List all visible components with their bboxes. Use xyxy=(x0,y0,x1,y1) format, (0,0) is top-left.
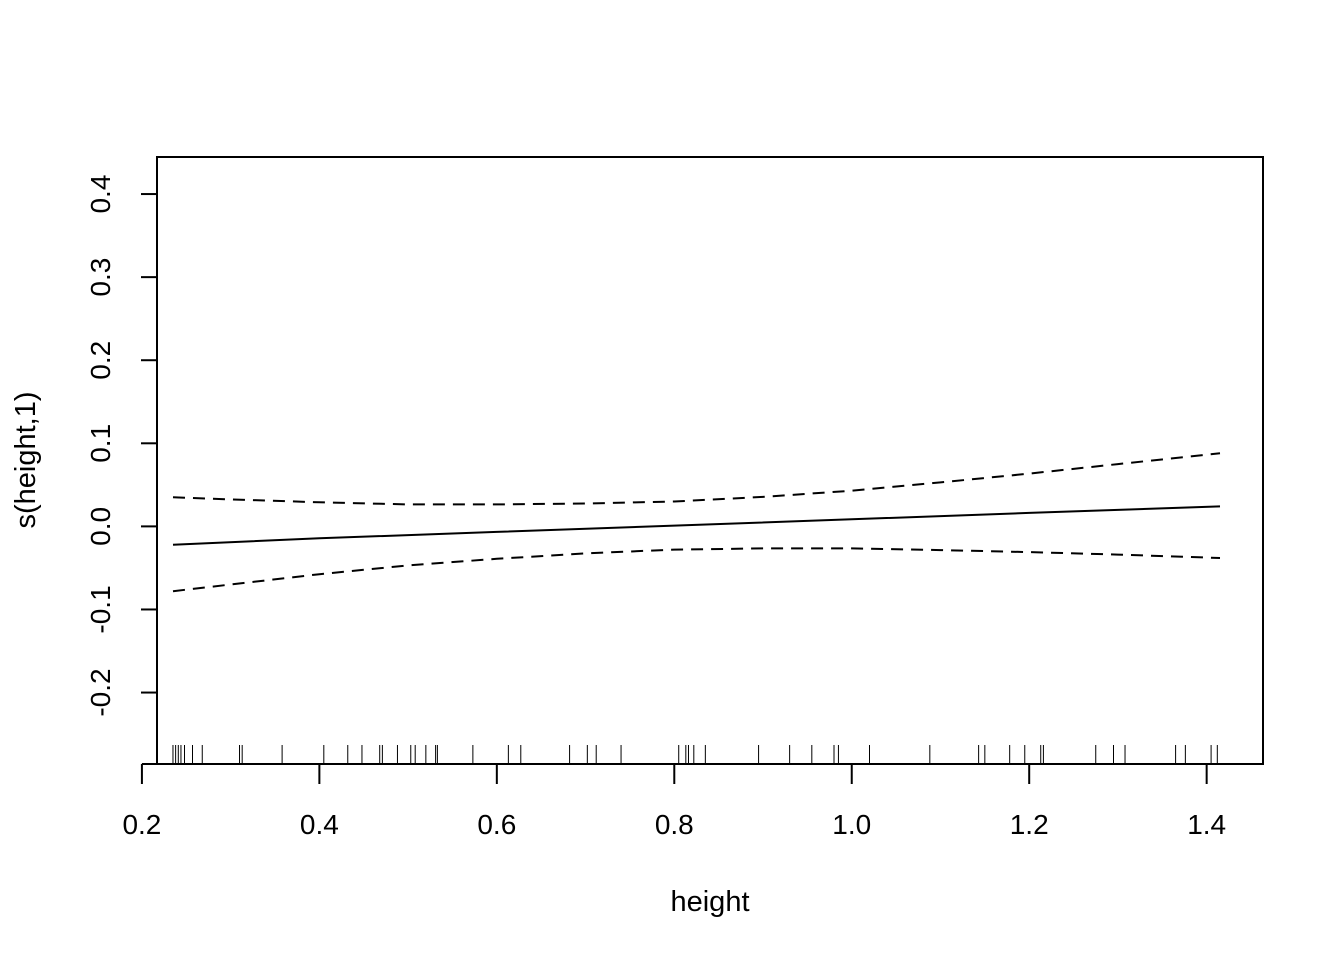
y-tick-label: 0.4 xyxy=(85,175,116,214)
y-tick-label: -0.1 xyxy=(85,585,116,633)
y-axis: -0.2 -0.1 0.0 0.1 0.2 0.3 0.4 xyxy=(85,175,158,717)
x-tick-label: 0.2 xyxy=(122,809,161,840)
y-tick-label: 0.0 xyxy=(85,507,116,546)
x-axis-title: height xyxy=(670,886,749,918)
y-tick-label: 0.2 xyxy=(85,341,116,380)
x-tick-label: 1.2 xyxy=(1010,809,1049,840)
x-tick-label: 1.4 xyxy=(1187,809,1226,840)
x-tick-label: 0.6 xyxy=(477,809,516,840)
series-lines xyxy=(172,452,1221,593)
x-tick-label: 0.4 xyxy=(300,809,339,840)
rug-marks xyxy=(172,745,1218,764)
x-tick-label: 0.8 xyxy=(655,809,694,840)
upper-confidence-band xyxy=(172,452,1221,506)
lower-confidence-band xyxy=(172,547,1221,593)
x-axis: 0.2 0.4 0.6 0.8 1.0 1.2 1.4 xyxy=(122,763,1226,840)
y-tick-label: 0.1 xyxy=(85,424,116,463)
x-tick-label: 1.0 xyxy=(832,809,871,840)
y-axis-title: s(height,1) xyxy=(10,391,42,528)
y-tick-label: -0.2 xyxy=(85,668,116,716)
smooth-estimate-line xyxy=(172,505,1221,546)
y-tick-label: 0.3 xyxy=(85,258,116,297)
